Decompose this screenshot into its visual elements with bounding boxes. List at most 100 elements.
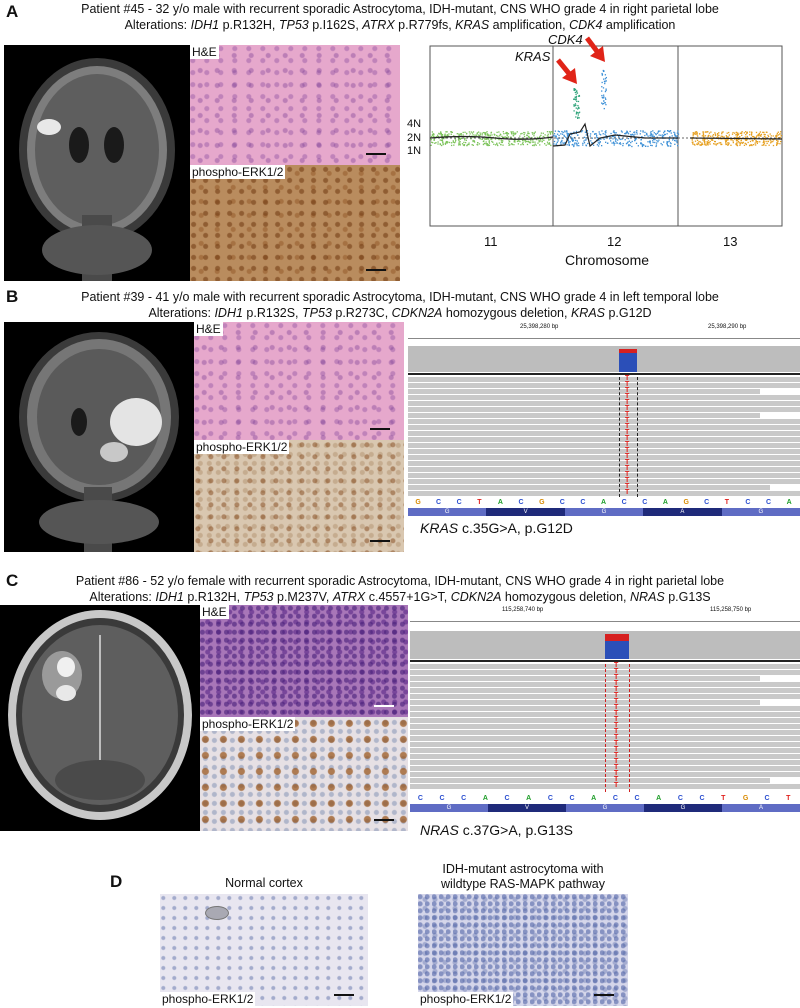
cn-point [575,132,577,135]
cn-point [578,95,581,97]
cn-point [779,133,781,135]
cn-point [589,135,592,137]
cn-point [581,130,584,132]
panel-c-caption: NRAS c.37G>A, p.G13S [420,822,573,838]
ref-base: A [662,499,668,506]
cn-point [540,134,542,137]
cn-point [657,130,660,132]
cn-point [577,100,580,103]
ref-base: C [518,499,524,506]
mutant-base: T [625,447,630,454]
cn-point [745,134,747,136]
cn-point [676,132,679,134]
cn-point [513,140,516,142]
cn-point [493,143,495,145]
cn-point [707,144,709,146]
cn-point [636,131,638,134]
cn-point [578,144,580,147]
cn-point [587,142,589,145]
ref-base: C [764,795,770,802]
cn-point [770,140,772,142]
scale-bar [374,819,394,821]
cn-point [658,139,660,141]
cn-point [538,139,540,141]
ref-base: A [497,499,503,506]
cn-point [548,142,551,144]
mutant-base: T [614,662,619,669]
cn-point [720,135,722,137]
cn-point [714,132,716,134]
cn-point [450,133,452,135]
cn-point [497,144,499,147]
cn-point [740,132,743,134]
cn-point [772,140,774,143]
cn-point [525,140,528,143]
cn-point [496,143,498,145]
cn-point [622,144,624,147]
ref-base: A [591,795,597,802]
cn-point [577,104,579,107]
cn-point [663,134,665,137]
cn-point [487,144,489,147]
cn-point [727,144,729,146]
erk-label: phospho-ERK1/2 [194,440,290,454]
amino-acid: G [566,804,644,812]
cn-point [605,76,608,79]
cn-point [472,139,474,142]
cn-point [770,135,772,137]
cn-point [586,130,588,132]
cn-point [433,137,435,140]
mutant-base: T [614,710,619,717]
cn-point [528,136,530,139]
cn-point [698,140,700,143]
mutant-base: T [625,411,630,418]
cn-point [718,132,720,134]
cn-point [475,134,478,136]
cn-point [524,132,526,134]
cn-point [645,133,648,135]
cn-point [672,138,675,140]
cn-point [640,142,642,144]
read [408,449,800,454]
cn-point [557,138,559,140]
ref-base: C [461,795,467,802]
ref-base: A [482,795,488,802]
cn-point [763,131,765,134]
panel-a-alterations: Alterations: IDH1 p.R132H, TP53 p.I162S,… [0,18,800,32]
cn-point [614,139,617,141]
kras-arrow [556,58,577,84]
cn-point [592,144,595,146]
cn-point [573,145,575,148]
ref-base: C [417,795,423,802]
change: p.G12D [605,306,652,320]
panel-a-erk-image: phospho-ERK1/2 [190,165,400,281]
cn-point [766,131,768,133]
caption-variant: c.35G>A, p.G12D [458,520,573,536]
cn-point [437,141,439,143]
cn-point [430,136,433,138]
cn-point [508,140,511,143]
cn-point [456,133,458,135]
cn-point [676,141,678,144]
ref-base: G [683,499,689,506]
cn-point [661,134,664,136]
cn-point [482,131,485,134]
cn-point [763,139,765,141]
cn-point [769,133,771,135]
cn-point [635,142,638,144]
cn-point [601,96,603,99]
cn-point [741,142,744,144]
cn-point [611,142,613,144]
cn-point [677,130,679,132]
cn-point [758,133,760,135]
change: homozygous deletion, [501,590,631,604]
cn-point [582,144,584,146]
cn-point [631,140,633,143]
cn-point [604,131,606,133]
cn-point [577,114,579,116]
cn-point [735,136,738,138]
cn-point [569,141,571,143]
mutant-base: T [625,435,630,442]
cn-point [585,137,587,139]
